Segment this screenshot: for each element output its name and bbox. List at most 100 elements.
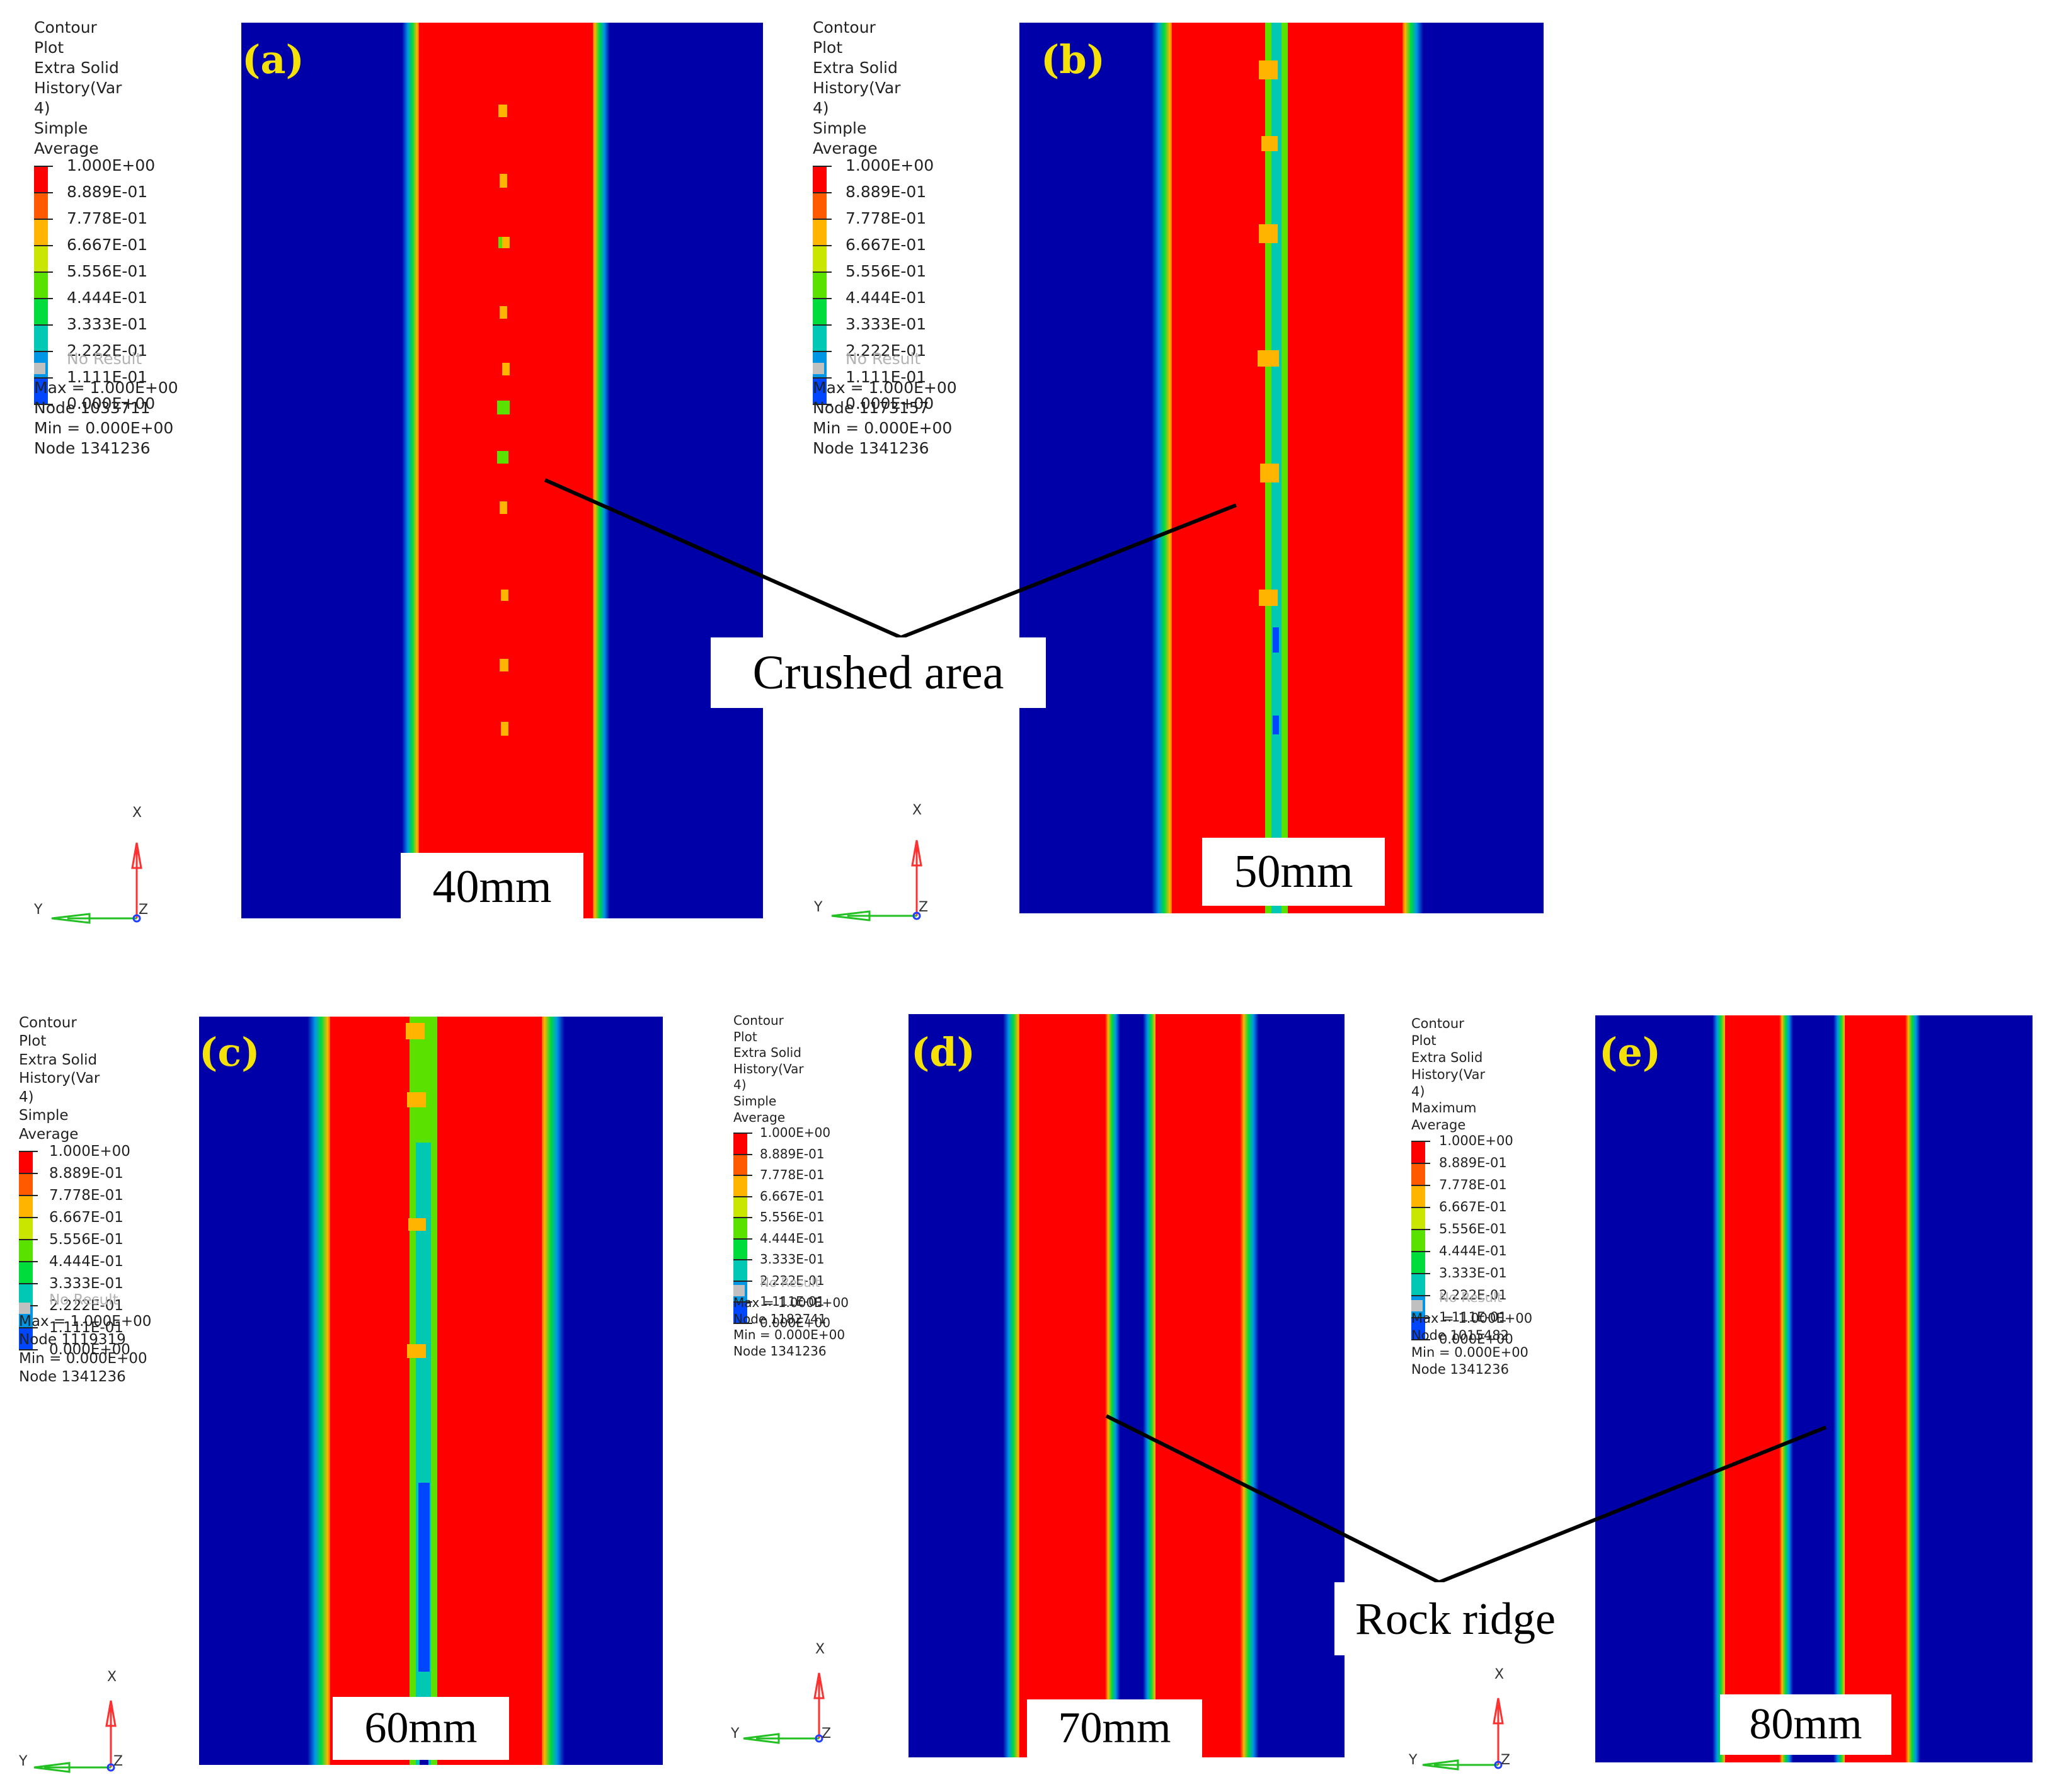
legend-variable: Extra Solid History(Var 4) [34,59,122,117]
scale-tick [1411,1295,1430,1297]
scale-swatch [813,246,827,272]
scale-tick [1411,1163,1430,1165]
panel-tag-a: (a) [242,37,304,83]
scale-swatch [733,1154,747,1176]
crushed-band [419,23,593,918]
scale-label: 4.444E-01 [49,1253,123,1270]
scale-label: 7.778E-01 [846,209,927,228]
scale-label: 0.000E+00 [49,1341,130,1358]
scale-tick [733,1259,752,1261]
panel-tag-c: (c) [199,1029,260,1075]
thickness-label-d: 70mm [1027,1699,1202,1757]
axis-z-label: Z [139,902,149,918]
min-value: Min = 0.000E+00 [19,1350,147,1367]
legend-variable: Extra Solid History(Var 4) [733,1045,804,1093]
scale-swatch [19,1151,33,1174]
scale-swatch [34,378,48,404]
contour-field [402,23,610,918]
scale-swatch [1411,1207,1425,1230]
scale-tick [813,245,832,246]
scale-label: 6.667E-01 [49,1209,123,1226]
scale-swatch [733,1218,747,1239]
scale-label: 5.556E-01 [760,1209,825,1225]
scale-tick [733,1153,752,1155]
scale-swatch [1411,1163,1425,1186]
legend-stats: Max = 1.000E+00 Node 1015482 Min = 0.000… [1411,1310,1532,1378]
edge-right [591,23,610,918]
thickness-label-e: 80mm [1720,1694,1891,1755]
no-result-swatch [813,363,824,374]
scale-swatch [733,1238,747,1260]
axis-triad-e: X Y Z [1409,1663,1516,1783]
scale-swatch [19,1262,33,1284]
no-result-swatch [19,1303,30,1314]
scale-label: 2.222E-01 [1439,1287,1507,1303]
scale-swatch [733,1175,747,1197]
max-node: Node 1182741 [733,1311,827,1327]
scale-tick [813,404,832,405]
axis-z-label: Z [1501,1752,1511,1768]
scale-tick [19,1283,38,1285]
legend-title: Contour Plot [19,1015,77,1050]
panel-tag-b: (b) [1041,37,1106,83]
scale-label: 7.778E-01 [49,1187,123,1204]
scale-swatch [733,1133,747,1155]
scale-label: 4.444E-01 [760,1230,825,1246]
axis-triad-icon [33,1700,117,1773]
scale-swatch [34,299,48,325]
scale-tick [19,1217,38,1219]
scale-tick [34,377,53,379]
max-value: Max = 1.000E+00 [813,379,957,397]
no-result-swatch [1411,1300,1423,1311]
max-node: Node 1173157 [813,399,929,417]
scale-label: 1.000E+00 [49,1143,130,1160]
scale-swatch [19,1218,33,1240]
legend-b: Contour Plot Extra Solid History(Var 4) … [813,18,957,457]
scale-label: 0.000E+00 [846,394,934,413]
scale-tick [19,1195,38,1197]
min-value: Min = 0.000E+00 [733,1327,846,1343]
legend-averaging: Simple Average [34,119,99,157]
min-node: Node 1341236 [733,1343,827,1359]
scale-tick [813,219,832,220]
min-value: Min = 0.000E+00 [1411,1344,1528,1360]
scale-tick [1411,1207,1430,1209]
axis-y-label: Y [19,1754,28,1769]
axis-x-label: X [132,805,142,821]
scale-tick [1411,1229,1430,1231]
legend-averaging: Simple Average [813,119,878,157]
axis-triad-icon [1422,1698,1504,1771]
legend-title: Contour Plot [34,18,97,57]
scale-tick [1411,1251,1430,1253]
scale-label: 6.667E-01 [760,1188,825,1204]
scale-label: 3.333E-01 [67,315,148,334]
legend-title: Contour Plot [1411,1016,1464,1048]
scale-label: 5.556E-01 [67,262,148,281]
scale-label: 1.000E+00 [67,156,156,175]
scale-label: 5.556E-01 [49,1231,123,1248]
scale-label: 6.667E-01 [67,236,148,254]
crushed-area-callout: Crushed area [711,637,1046,708]
scale-swatch [813,325,827,351]
legend-variable: Extra Solid History(Var 4) [19,1051,100,1105]
contour-field [1003,1014,1259,1757]
scale-swatch [733,1302,747,1323]
color-scale: 1.000E+00 8.889E-01 7.778E-01 6.667E-01 5.55… [733,1125,830,1337]
legend-variable: Extra Solid History(Var 4) [813,59,901,117]
scale-label: 1.111E-01 [49,1319,123,1336]
scale-tick [1411,1317,1430,1319]
contour-plot-a [241,23,763,918]
legend-e: Contour Plot Extra Solid History(Var 4) … [1411,1015,1532,1377]
contour-field [307,1017,565,1765]
scale-swatch [34,193,48,219]
rock-ridge-callout: Rock ridge [1334,1582,1576,1655]
legend-stats: Max = 1.000E+00 Node 1173157 Min = 0.000… [813,378,957,459]
no-result-label: No Result [846,350,921,368]
contour-field [1712,1015,1920,1762]
legend-d: Contour Plot Extra Solid History(Var 4) … [733,1013,849,1359]
scale-swatch [19,1240,33,1262]
legend-stats: Max = 1.000E+00 Node 1182741 Min = 0.000… [733,1295,849,1359]
scale-tick [813,166,832,167]
scale-tick [19,1349,38,1351]
scale-tick [34,166,53,167]
